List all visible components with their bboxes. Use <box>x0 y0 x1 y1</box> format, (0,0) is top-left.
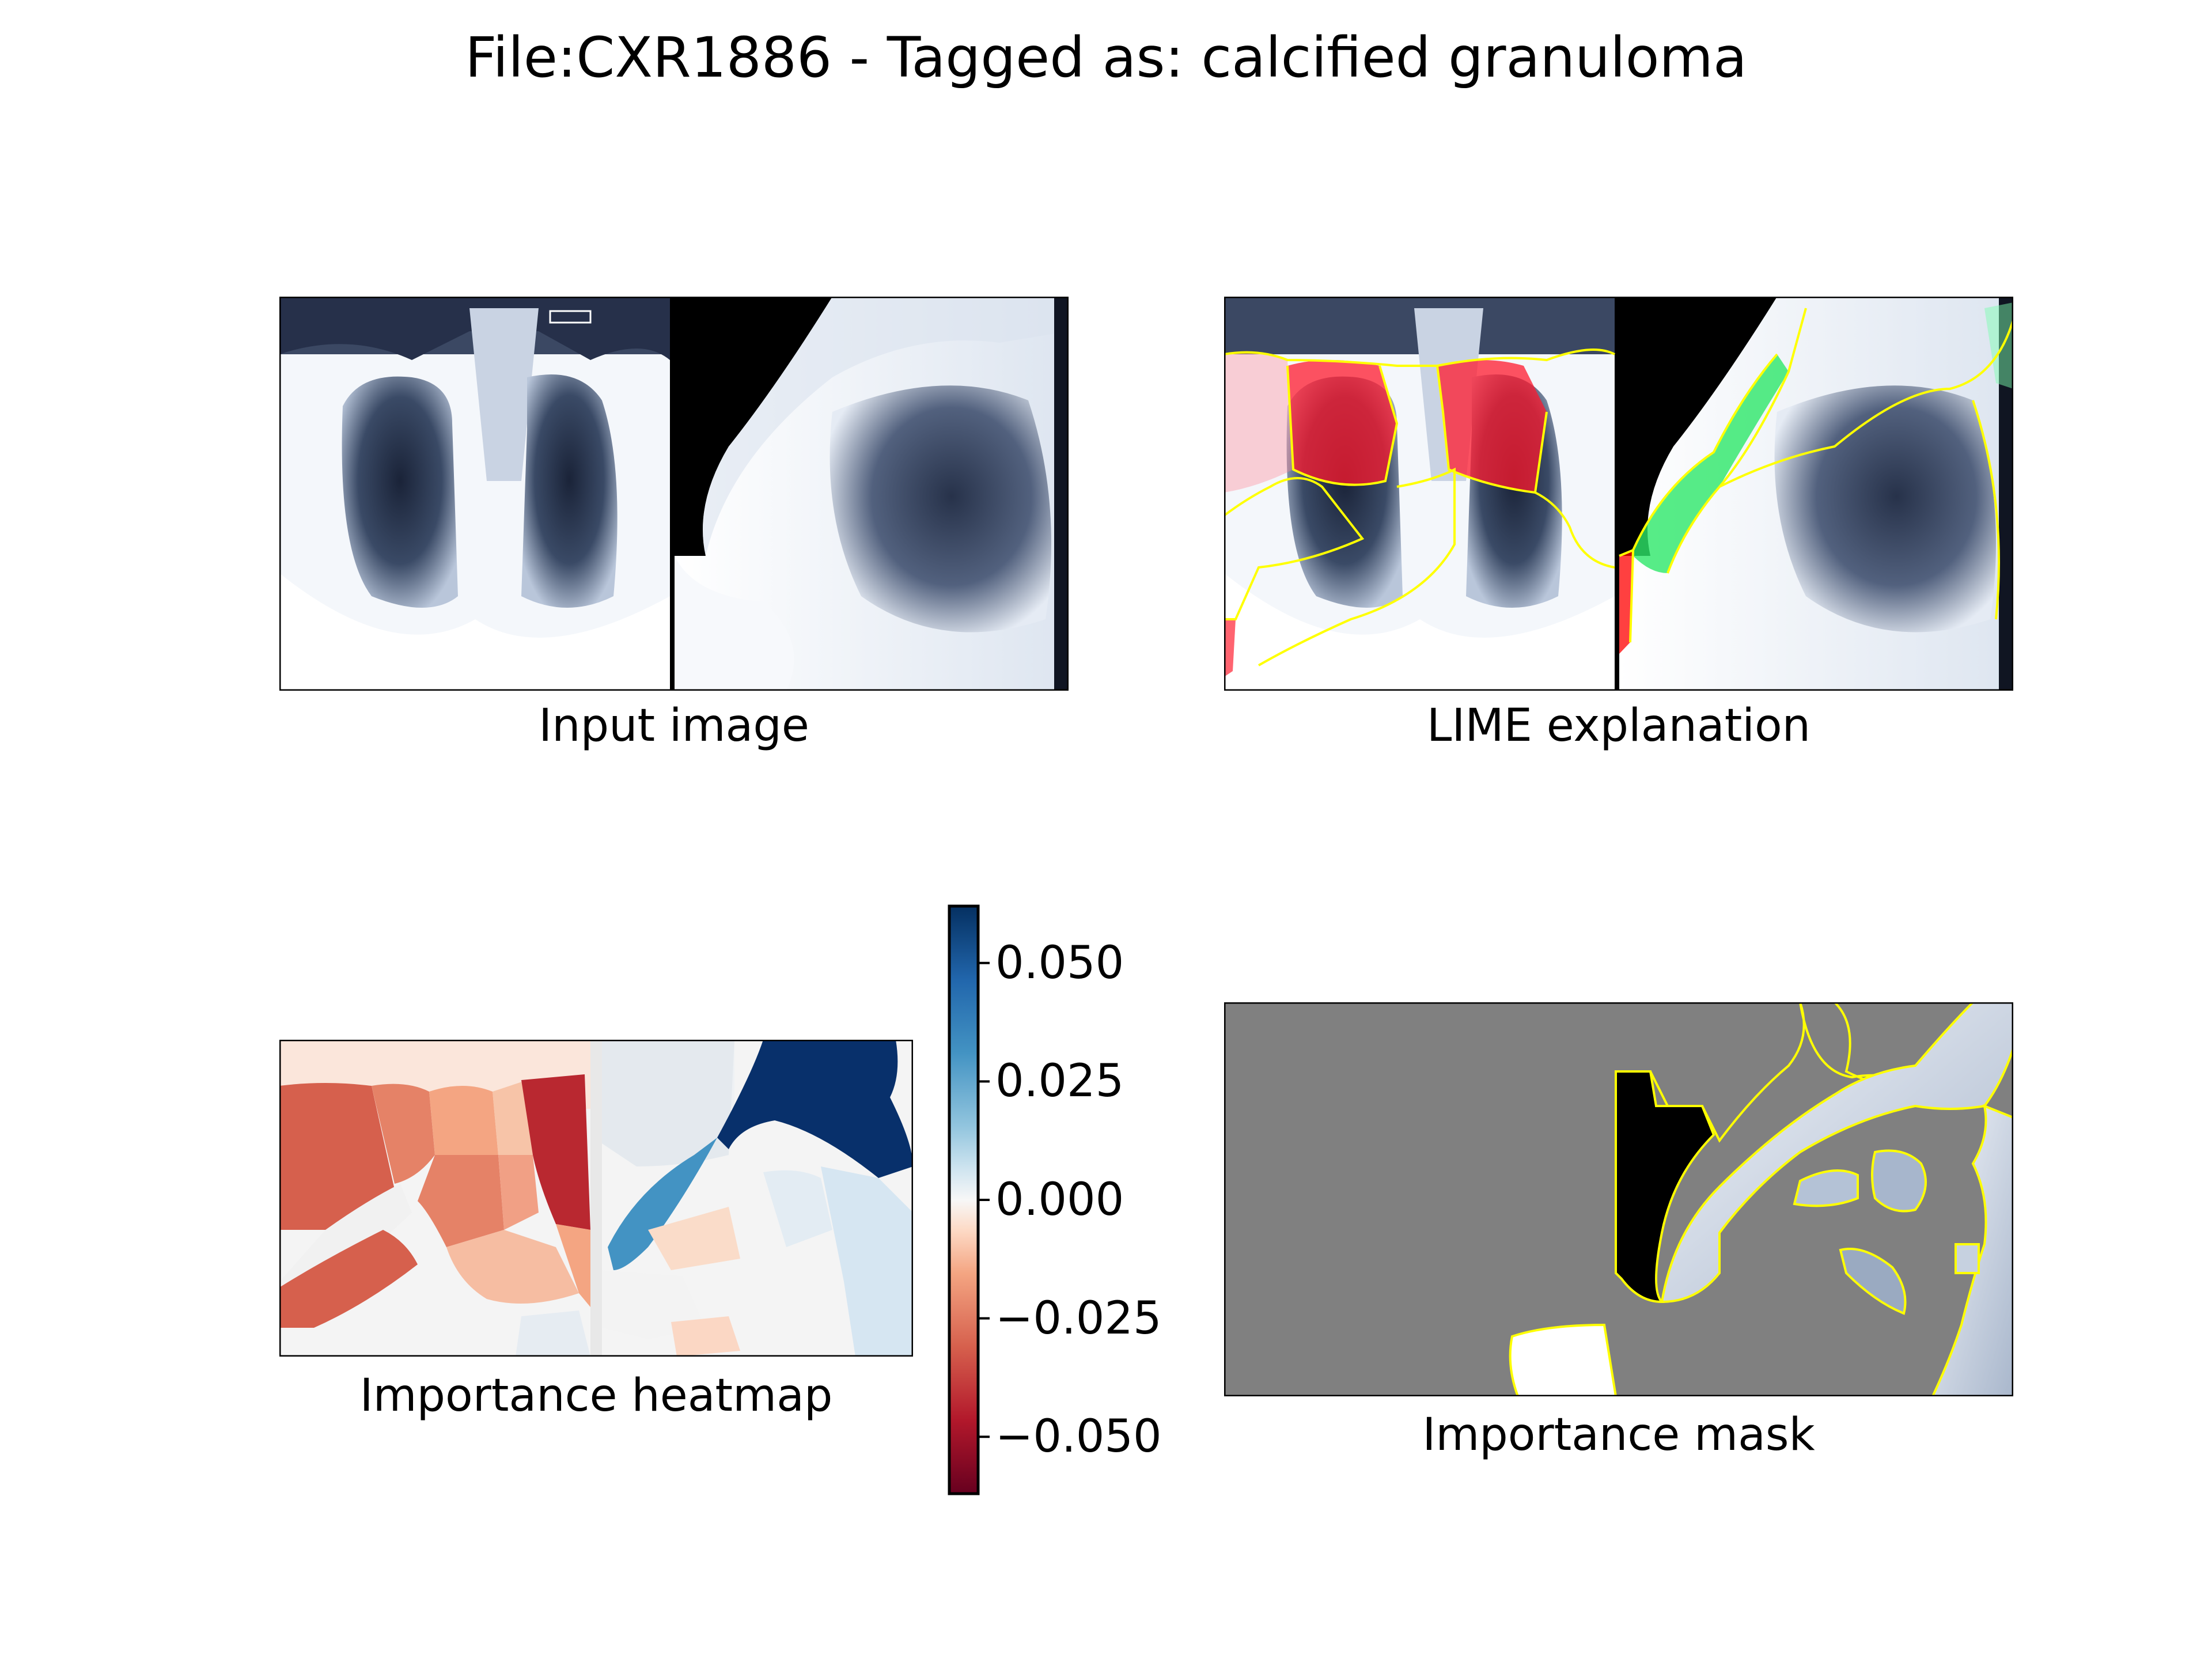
lime-explanation-caption: LIME explanation <box>1426 700 1811 752</box>
heatmap-strong-positive-region <box>717 1040 913 1178</box>
right-lung <box>521 374 618 608</box>
colorbar <box>948 904 990 1495</box>
importance-heatmap-caption: Importance heatmap <box>359 1370 833 1422</box>
input-image-panel <box>279 297 1069 691</box>
lime-base-xray <box>1224 297 2013 691</box>
heatmap-segments <box>279 1040 913 1357</box>
mask-visible-regions <box>1509 1002 2013 1396</box>
colorbar-tick-label: 0.000 <box>995 1174 1124 1226</box>
colorbar-ticks <box>978 961 990 1438</box>
importance-heatmap-panel <box>279 1040 913 1357</box>
heatmap-positive-region <box>608 1138 717 1270</box>
left-lung <box>342 376 458 608</box>
lateral-lung <box>830 385 1051 632</box>
colorbar-tick-label: 0.025 <box>995 1055 1124 1108</box>
importance-mask-panel <box>1224 1002 2013 1396</box>
lateral-xray <box>675 297 1069 691</box>
lime-positive-regions <box>1633 302 2013 573</box>
colorbar-tick-label: −0.025 <box>995 1292 1162 1344</box>
colorbar-gradient <box>948 904 980 1495</box>
figure-title: File:CXR1886 - Tagged as: calcified gran… <box>465 25 1747 90</box>
importance-mask-caption: Importance mask <box>1422 1409 1815 1461</box>
frontal-xray <box>279 297 670 691</box>
lime-explanation-panel <box>1224 297 2013 691</box>
colorbar-tick-label: 0.050 <box>995 937 1124 989</box>
input-image-caption: Input image <box>539 700 809 752</box>
lime-boundaries <box>1224 308 2013 666</box>
colorbar-tick-label: −0.050 <box>995 1411 1162 1463</box>
